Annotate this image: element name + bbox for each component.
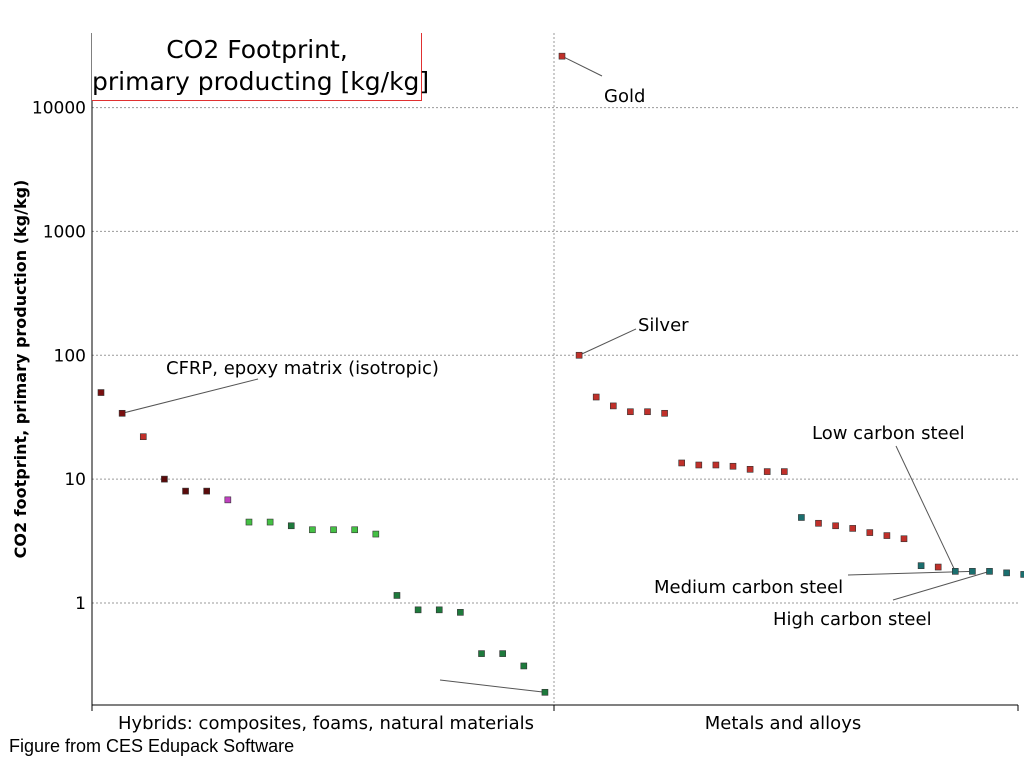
grid-lines <box>92 33 1018 705</box>
data-point <box>558 52 566 60</box>
data-point <box>729 462 737 470</box>
data-point <box>780 468 788 475</box>
annotation-label: High carbon steel <box>773 609 932 630</box>
data-point <box>969 568 976 575</box>
chart-title-line-2: primary producting [kg/kg] <box>92 67 430 96</box>
annotation-labels: Gold Silver CFRP, epoxy matrix (isotropic)… <box>166 86 965 630</box>
annotation-leader <box>439 679 545 693</box>
category-label: Metals and alloys <box>705 713 861 734</box>
data-point <box>393 592 401 599</box>
data-point <box>161 475 168 483</box>
data-point <box>414 606 422 614</box>
category-label: Hybrids: composites, foams, natural mate… <box>118 713 534 734</box>
data-point <box>832 522 839 530</box>
data-point <box>499 650 506 657</box>
data-point <box>203 487 210 495</box>
y-axis-label: CO2 footprint, primary production (kg/kg… <box>11 180 30 559</box>
data-point <box>986 568 993 575</box>
data-point <box>287 522 295 530</box>
data-point <box>309 526 316 534</box>
data-point <box>746 466 754 473</box>
data-point <box>182 487 189 495</box>
annotation-leader <box>895 445 956 572</box>
figure-caption: Figure from CES Edupack Software <box>9 736 295 756</box>
data-point <box>330 526 337 534</box>
data-point <box>541 688 549 696</box>
data-point <box>695 461 703 469</box>
y-tick-label: 1000 <box>43 222 86 242</box>
data-point <box>520 662 528 670</box>
y-tick-label: 100 <box>54 346 86 366</box>
chart-title-box: CO2 Footprint, primary producting [kg/kg… <box>92 33 430 101</box>
annotation-leader <box>847 570 973 576</box>
annotation-leader <box>561 55 603 77</box>
data-point <box>351 526 358 534</box>
data-point <box>575 351 583 359</box>
data-point <box>678 459 686 467</box>
annotation-leader <box>122 378 259 414</box>
data-point <box>1003 569 1010 577</box>
data-point <box>951 568 959 575</box>
annotation-label: CFRP, epoxy matrix (isotropic) <box>166 358 439 379</box>
data-point <box>917 562 925 569</box>
data-point <box>763 468 771 475</box>
annotation-label: Silver <box>638 315 689 336</box>
data-point <box>798 514 805 521</box>
data-point <box>457 609 464 616</box>
data-point <box>435 606 443 614</box>
annotation-leaders <box>122 55 990 693</box>
annotation-leader <box>892 570 990 601</box>
y-tick-label: 1 <box>75 594 86 614</box>
annotation-leader <box>578 328 637 356</box>
data-point <box>592 393 600 401</box>
data-point <box>372 530 380 538</box>
data-point <box>866 529 874 536</box>
data-point <box>712 461 720 469</box>
data-point <box>245 518 253 526</box>
data-point <box>118 409 126 417</box>
data-point <box>224 496 232 504</box>
data-point <box>644 408 651 416</box>
chart-title-line-1: CO2 Footprint, <box>166 35 348 64</box>
data-points <box>97 52 1024 696</box>
data-point <box>849 525 857 532</box>
annotation-label: Medium carbon steel <box>654 577 843 598</box>
data-point <box>97 389 105 396</box>
data-point <box>609 402 617 410</box>
y-tick-label: 10000 <box>32 99 86 119</box>
y-tick-label: 10 <box>64 470 86 490</box>
data-point <box>478 650 485 657</box>
data-point <box>934 563 942 571</box>
data-point <box>266 518 274 526</box>
axes: 1 10 100 1000 10000 Hybrids: composites, foam… <box>11 33 1019 734</box>
data-point <box>815 519 822 527</box>
data-point <box>900 535 908 543</box>
data-point <box>627 408 634 416</box>
annotation-label: Low carbon steel <box>812 423 965 444</box>
data-point <box>883 532 891 539</box>
annotation-label: Gold <box>604 86 645 107</box>
data-point <box>139 433 147 441</box>
data-point <box>661 409 668 417</box>
